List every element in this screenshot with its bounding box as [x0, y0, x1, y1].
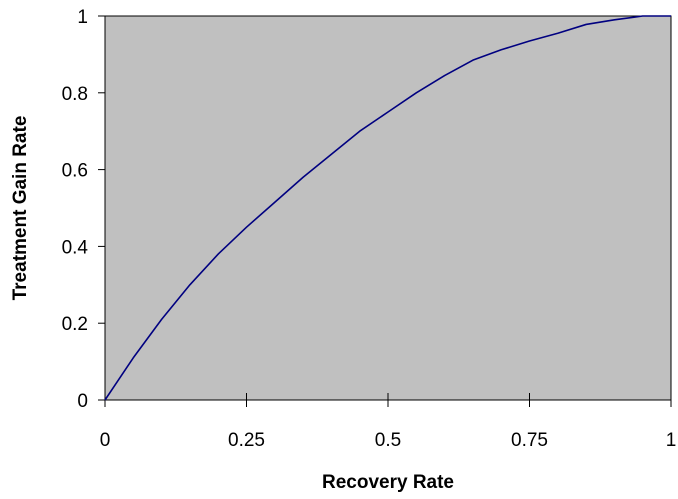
y-tick-label: 0.2	[62, 314, 88, 335]
y-tick-label: 1	[77, 7, 88, 28]
x-tick-label: 0.25	[228, 430, 265, 451]
series-layer	[104, 15, 671, 401]
y-tick-label: 0.8	[62, 84, 88, 105]
series-line	[104, 15, 671, 401]
x-tick-label: 0.75	[511, 430, 548, 451]
plot-area	[104, 15, 672, 401]
x-tick-label: 0.5	[375, 430, 401, 451]
x-tick-label: 0	[100, 430, 111, 451]
y-tick-label: 0	[77, 391, 88, 412]
x-tick-label: 1	[666, 430, 677, 451]
ticks-layer	[98, 15, 672, 407]
x-axis-title: Recovery Rate	[322, 472, 454, 493]
y-tick-label: 0.6	[62, 161, 88, 182]
labels-layer: 0 0.25 0.5 0.75 1 0 0.2 0.4 0.6 0.8 1	[62, 7, 677, 451]
y-tick-label: 0.4	[62, 237, 89, 258]
y-axis-title: Treatment Gain Rate	[10, 116, 31, 301]
